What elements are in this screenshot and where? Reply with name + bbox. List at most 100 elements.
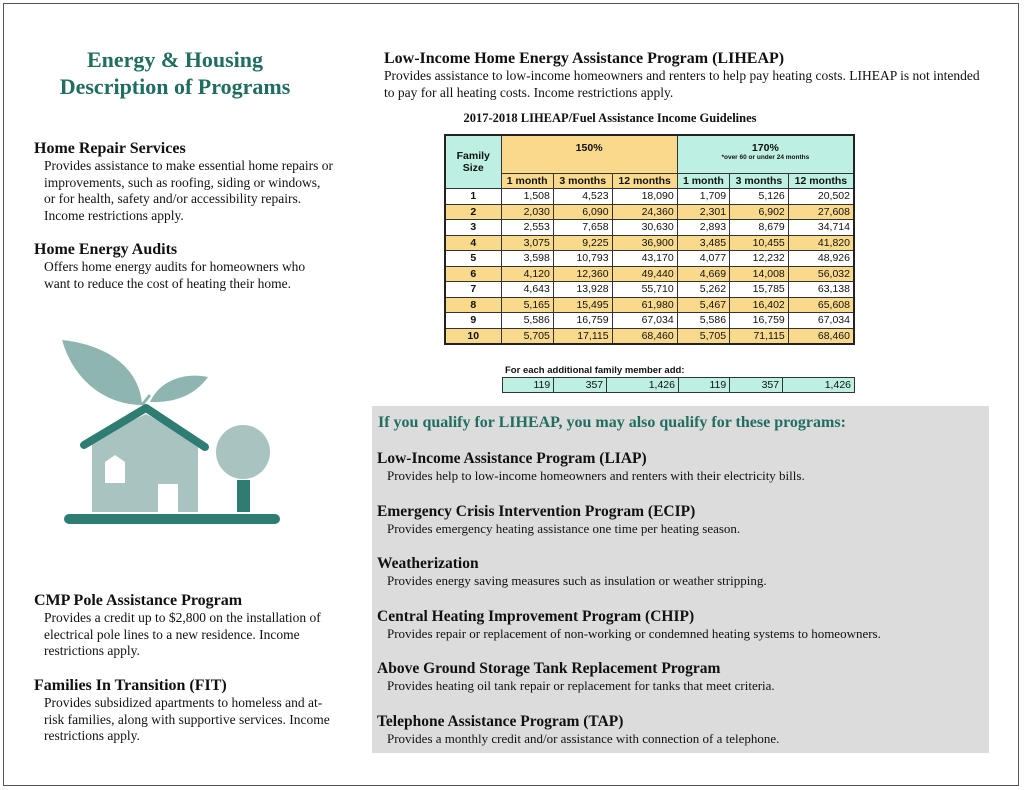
section-body: Offers home energy audits for homeowners… — [44, 259, 306, 291]
income-cell: 20,502 — [787, 188, 855, 205]
subheader: 3 months — [729, 172, 789, 189]
income-cell: 10,793 — [552, 250, 613, 267]
income-cell: 2,553 — [500, 219, 554, 236]
page-border — [3, 3, 1019, 786]
income-cell: 63,138 — [787, 281, 855, 298]
family-size-cell: 4 — [444, 234, 502, 251]
section-heading: Home Repair Services — [34, 140, 186, 157]
income-cell: 34,714 — [787, 219, 855, 236]
income-cell: 13,928 — [552, 281, 613, 298]
subheader: 1 month — [500, 172, 554, 189]
eco-house-icon — [62, 340, 280, 524]
family-size-cell: 1 — [444, 188, 502, 205]
program-body: Provides help to low-income homeowners a… — [387, 468, 805, 483]
program-heading: Central Heating Improvement Program (CHI… — [377, 607, 695, 625]
section-home-repair: Home Repair Services Provides assistance… — [34, 140, 334, 224]
family-size-cell: 10 — [444, 327, 502, 344]
family-size-cell: 3 — [444, 219, 502, 236]
page-title: Energy & Housing Description of Programs — [20, 46, 330, 100]
program-item: Telephone Assistance Program (TAP) Provid… — [377, 713, 779, 748]
income-cell: 1,508 — [500, 188, 554, 205]
family-size-cell: 6 — [444, 265, 502, 282]
title-line-2: Description of Programs — [59, 74, 291, 99]
income-cell: 1,709 — [676, 188, 731, 205]
income-cell: 4,523 — [552, 188, 613, 205]
income-cell: 4,669 — [676, 265, 731, 282]
subheader: 1 month — [676, 172, 731, 189]
income-cell: 27,608 — [787, 203, 855, 220]
program-body: Provides repair or replacement of non-wo… — [387, 625, 881, 641]
program-body: Provides a monthly credit and/or assista… — [387, 730, 780, 746]
program-heading: Telephone Assistance Program (TAP) — [377, 712, 624, 730]
group-150-header: 150% — [500, 134, 678, 174]
section-heading: Low-Income Home Energy Assistance Progra… — [384, 50, 785, 67]
subheader: 3 months — [552, 172, 613, 189]
section-liheap: Low-Income Home Energy Assistance Progra… — [384, 50, 984, 101]
income-cell: 68,460 — [611, 327, 678, 344]
income-cell: 15,495 — [552, 296, 613, 313]
income-cell: 30,630 — [611, 219, 678, 236]
income-cell: 61,980 — [611, 296, 678, 313]
section-body: Provides assistance to make essential ho… — [44, 158, 334, 223]
income-cell: 3,075 — [500, 234, 554, 251]
additional-cell: 357 — [553, 377, 608, 393]
group-note: *over 60 or under 24 months — [721, 154, 810, 161]
table-title: 2017-2018 LIHEAP/Fuel Assistance Income … — [463, 111, 757, 125]
additional-cell: 357 — [729, 377, 784, 393]
income-cell: 12,360 — [552, 265, 613, 282]
section-energy-audits: Home Energy Audits Offers home energy au… — [34, 241, 334, 292]
program-item: Above Ground Storage Tank Replacement Pr… — [377, 660, 775, 695]
table-row: 3 2,553 7,658 30,630 2,893 8,679 34,714 — [444, 219, 855, 236]
income-cell: 5,705 — [676, 327, 731, 344]
income-guidelines-table: Family Size 150% 170% *over 60 or under 2… — [444, 134, 855, 345]
family-size-cell: 7 — [444, 281, 502, 298]
table-row: 2 2,030 6,090 24,360 2,301 6,902 27,608 — [444, 203, 855, 220]
program-body: Provides energy saving measures such as … — [387, 573, 767, 588]
section-body: Provides a credit up to $2,800 on the in… — [44, 610, 321, 658]
income-cell: 8,679 — [729, 219, 789, 236]
subheader: 12 months — [611, 172, 678, 189]
income-cell: 36,900 — [611, 234, 678, 251]
section-body: Provides assistance to low-income homeow… — [384, 68, 980, 100]
additional-cell: 1,426 — [782, 377, 855, 393]
program-body: Provides emergency heating assistance on… — [387, 520, 741, 536]
qualify-heading: If you qualify for LIHEAP, you may also … — [378, 414, 846, 431]
additional-member-table: 119 357 1,426 119 357 1,426 — [501, 377, 855, 393]
family-size-cell: 9 — [444, 312, 502, 329]
income-cell: 68,460 — [787, 327, 855, 344]
section-heading: CMP Pole Assistance Program — [34, 592, 243, 609]
program-heading: Low-Income Assistance Program (LIAP) — [377, 450, 647, 467]
section-cmp-pole: CMP Pole Assistance Program Provides a c… — [34, 592, 334, 660]
group-label: 150% — [575, 142, 603, 154]
group-170-header: 170% *over 60 or under 24 months — [676, 134, 855, 174]
income-cell: 2,301 — [676, 203, 731, 220]
income-cell: 5,165 — [500, 296, 554, 313]
additional-member-label: For each additional family member add: — [505, 365, 685, 376]
income-cell: 49,440 — [611, 265, 678, 282]
income-cell: 41,820 — [787, 234, 855, 251]
income-cell: 16,402 — [729, 296, 789, 313]
income-cell: 3,598 — [500, 250, 554, 267]
income-cell: 16,759 — [729, 312, 789, 329]
income-cell: 24,360 — [611, 203, 678, 220]
section-heading: Families In Transition (FIT) — [34, 677, 227, 694]
section-fit: Families In Transition (FIT) Provides su… — [34, 677, 334, 745]
income-cell: 43,170 — [611, 250, 678, 267]
income-cell: 4,643 — [500, 281, 554, 298]
income-cell: 5,586 — [676, 312, 731, 329]
family-size-cell: 8 — [444, 296, 502, 313]
income-cell: 6,902 — [729, 203, 789, 220]
program-heading: Weatherization — [377, 555, 479, 572]
program-item: Weatherization Provides energy saving mea… — [377, 555, 767, 590]
program-item: Emergency Crisis Intervention Program (E… — [377, 503, 740, 538]
income-cell: 12,232 — [729, 250, 789, 267]
income-cell: 67,034 — [787, 312, 855, 329]
table-row: 7 4,643 13,928 55,710 5,262 15,785 63,138 — [444, 281, 855, 298]
program-heading: Above Ground Storage Tank Replacement Pr… — [377, 660, 721, 677]
income-cell: 65,608 — [787, 296, 855, 313]
income-cell: 2,030 — [500, 203, 554, 220]
table-row: 10 5,705 17,115 68,460 5,705 71,115 68,460 — [444, 327, 855, 344]
group-label: 170% — [751, 142, 779, 154]
income-cell: 6,090 — [552, 203, 613, 220]
income-cell: 5,262 — [676, 281, 731, 298]
